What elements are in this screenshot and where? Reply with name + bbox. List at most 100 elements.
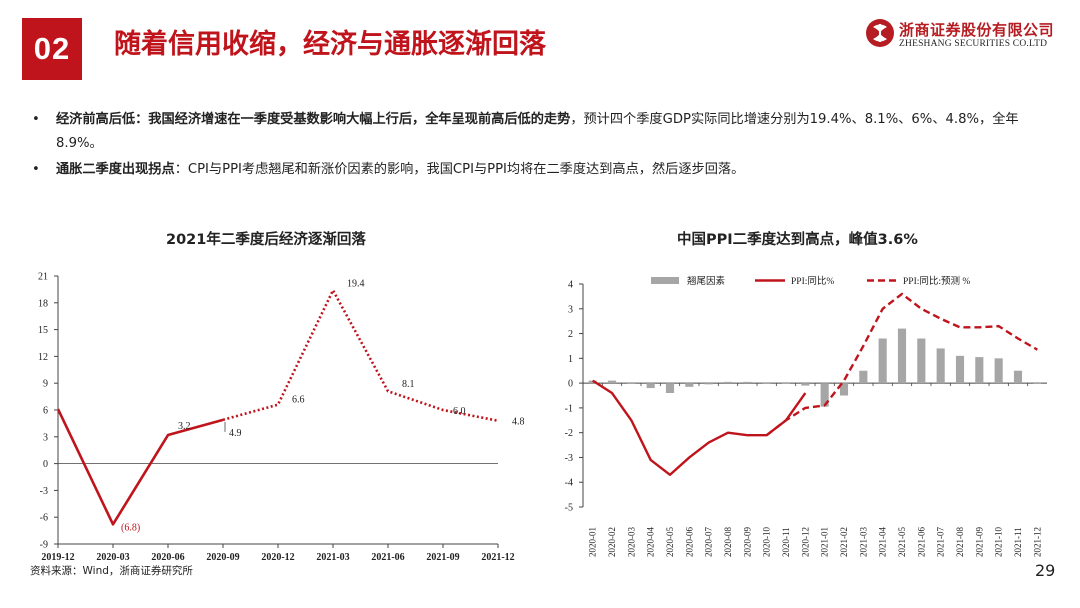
tail-factor-bar — [762, 383, 771, 384]
tail-factor-bar — [665, 383, 675, 394]
y-tick-label: 18 — [38, 298, 48, 309]
page-number: 29 — [1035, 561, 1056, 580]
y-tick-label: -6 — [40, 513, 48, 524]
y-tick-label: 0 — [43, 459, 48, 470]
gdp-line-chart: -9 -6 -3 0 3 6 9 12 15 18 21 2019-12 2020-03 2020-06 2… — [38, 272, 525, 563]
x-tick-label: 2020-08 — [723, 527, 733, 557]
gdp-chart-title: 2021年二季度后经济逐渐回落 — [166, 232, 366, 248]
y-tick-label: 3 — [43, 432, 48, 443]
y-tick-label: -1 — [565, 403, 573, 414]
x-tick-label: 2020-06 — [151, 552, 184, 562]
bullet-dot: • — [32, 162, 40, 177]
ppi-chart-title: 中国PPI二季度达到高点，峰值3.6% — [677, 232, 918, 248]
ppi-bar-line-chart: -5 -4 -3 -2 -1 0 1 2 3 4 2020-01 2020-02 2020-03 2020… — [565, 275, 1047, 557]
data-label: (6.8) — [121, 522, 140, 533]
bullet-list: • 经济前高后低：我国经济增速在一季度受基数影响大幅上行后，全年呈现前高后低的走… — [30, 108, 1040, 184]
gdp-forecast-line — [222, 288, 499, 422]
x-tick-label: 2021-12 — [1032, 527, 1042, 557]
x-tick-label: 2020-10 — [762, 527, 772, 557]
y-tick-label: 15 — [38, 325, 48, 336]
x-tick-label: 2020-05 — [665, 527, 675, 557]
x-tick-label: 2021-11 — [1013, 527, 1023, 557]
source-note: 资料来源：Wind，浙商证券研究所 — [30, 565, 193, 577]
data-label: 4.8 — [512, 417, 525, 428]
tail-factor-bar — [917, 338, 926, 384]
tail-factor-bar — [781, 383, 791, 384]
legend-swatch-bar — [651, 277, 679, 284]
tail-factor-bar — [801, 383, 810, 386]
bullet-text: ：CPI与PPI考虑翘尾和新涨价因素的影响，我国CPI与PPI均将在二季度达到高… — [174, 162, 745, 177]
bullet-dot: • — [32, 112, 40, 127]
y-tick-label: 12 — [38, 352, 48, 363]
bullet-text: ，预计四个季度GDP实际同比增速分别为19.4%、8.1%、6%、4.8%，全年… — [56, 112, 1019, 151]
y-tick-label: 3 — [568, 304, 573, 315]
x-tick-label: 2021-03 — [316, 552, 349, 562]
x-tick-label: 2021-06 — [916, 527, 926, 557]
gdp-actual-line — [56, 408, 224, 526]
bullet-heading: 经济前高后低：我国经济增速在一季度受基数影响大幅上行后，全年呈现前高后低的走势 — [56, 112, 571, 127]
x-tick-label: 2020-11 — [781, 527, 791, 557]
legend-label: 翘尾因素 — [687, 275, 726, 287]
x-tick-label: 2021-05 — [897, 527, 907, 557]
x-tick-label: 2020-07 — [704, 527, 714, 557]
x-tick-label: 2021-10 — [994, 527, 1004, 557]
x-tick-label: 2020-06 — [684, 527, 694, 557]
x-tick-label: 2020-12 — [800, 527, 810, 557]
x-tick-label: 2021-09 — [974, 527, 984, 557]
zheshang-logo-icon — [866, 19, 894, 47]
data-label: 6.6 — [292, 395, 305, 406]
bullet-item: • 经济前高后低：我国经济增速在一季度受基数影响大幅上行后，全年呈现前高后低的走… — [30, 108, 1040, 156]
x-tick-label: 2021-06 — [371, 552, 404, 562]
tail-factor-bar — [936, 348, 945, 384]
x-tick-label: 2021-12 — [481, 552, 514, 562]
y-tick-label: -3 — [40, 486, 48, 497]
x-tick-label: 2021-04 — [878, 527, 888, 557]
tail-factor-bar — [685, 383, 694, 387]
page-title: 随着信用收缩，经济与通胀逐渐回落 — [114, 29, 546, 60]
tail-factor-bar — [820, 383, 829, 407]
tail-factor-bar — [897, 328, 907, 384]
data-label: 3.2 — [178, 421, 191, 432]
bullet-heading: 通胀二季度出现拐点 — [56, 162, 175, 177]
x-tick-label: 2020-01 — [588, 527, 598, 557]
x-tick-label: 2019-12 — [41, 552, 74, 562]
y-tick-label: -3 — [565, 453, 573, 464]
y-tick-label: -2 — [565, 428, 573, 439]
data-label: 8.1 — [402, 379, 415, 390]
x-tick-label: 2021-03 — [858, 527, 868, 557]
tail-factor-bar — [859, 370, 868, 384]
x-tick-label: 2020-09 — [742, 527, 752, 557]
tail-factor-bar — [1033, 383, 1042, 384]
x-tick-label: 2020-12 — [261, 552, 294, 562]
y-tick-label: 6 — [43, 406, 48, 417]
data-label: 4.9 — [229, 428, 242, 439]
logo-english-name: ZHESHANG SECURITIES CO.LTD — [899, 39, 1048, 49]
tail-factor-bar — [994, 358, 1003, 384]
y-tick-label: 0 — [568, 379, 573, 390]
x-tick-label: 2021-07 — [936, 527, 946, 557]
y-tick-label: 1 — [568, 354, 573, 365]
x-tick-label: 2020-09 — [206, 552, 239, 562]
section-number-badge: 02 — [22, 18, 82, 80]
tail-factor-bar — [723, 381, 733, 384]
x-tick-label: 2021-02 — [839, 527, 849, 557]
x-tick-label: 2020-02 — [607, 527, 617, 557]
tail-factor-bar — [704, 383, 713, 385]
tail-factor-bar — [607, 380, 617, 384]
data-label: 6.0 — [453, 406, 466, 417]
legend-label: PPI:同比% — [791, 275, 834, 287]
y-tick-label: -5 — [565, 503, 573, 514]
tail-factor-bar — [646, 383, 655, 389]
x-tick-label: 2020-03 — [96, 552, 129, 562]
legend-label: PPI:同比:预测 % — [903, 275, 970, 287]
y-tick-label: 2 — [568, 329, 573, 340]
y-tick-label: -4 — [565, 478, 573, 489]
tail-factor-bar — [955, 355, 965, 384]
x-tick-label: 2020-04 — [646, 527, 656, 557]
x-tick-label: 2021-01 — [820, 527, 830, 557]
x-tick-label: 2020-03 — [626, 527, 636, 557]
ppi-forecast-line — [765, 292, 1038, 437]
tail-factor-bar — [743, 381, 752, 384]
y-tick-label: 21 — [38, 272, 48, 283]
